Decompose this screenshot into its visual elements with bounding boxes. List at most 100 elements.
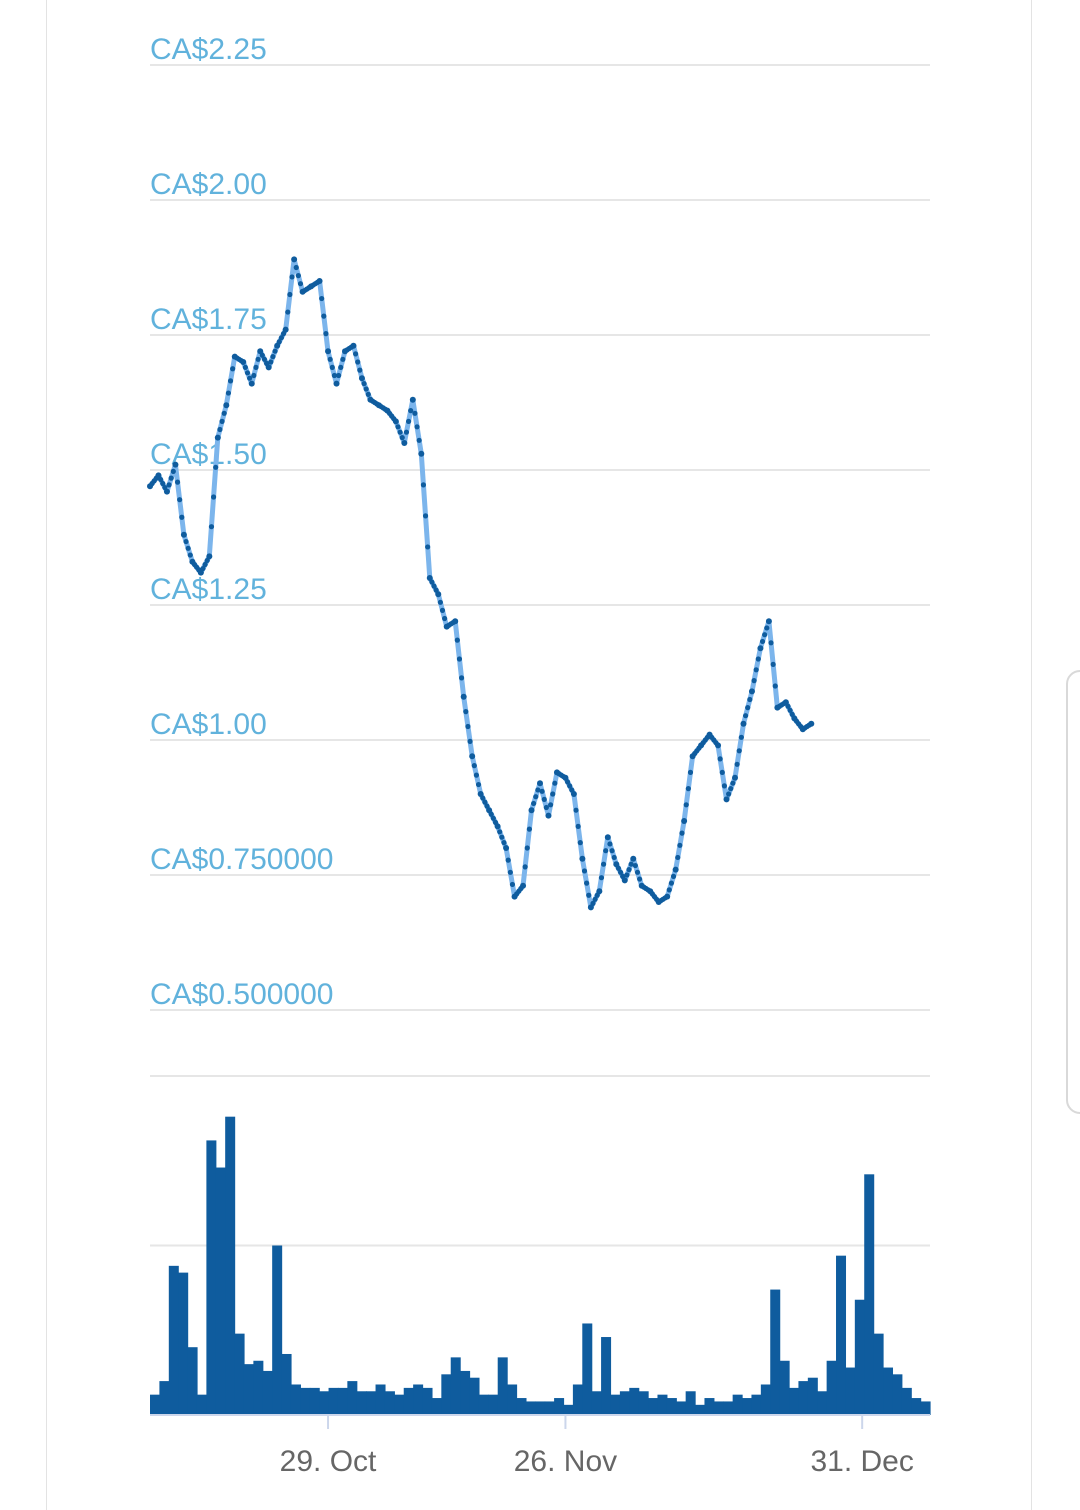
volume-bar: [770, 1289, 781, 1415]
price-marker: [730, 780, 736, 786]
price-marker: [745, 705, 751, 711]
price-marker: [507, 869, 513, 875]
price-point: [460, 693, 467, 700]
price-point: [163, 488, 170, 495]
volume-bar: [413, 1384, 424, 1415]
price-marker: [242, 364, 248, 370]
price-marker: [611, 854, 617, 861]
volume-bar: [469, 1377, 480, 1415]
price-point: [316, 278, 323, 284]
price-marker: [626, 867, 632, 873]
price-marker: [526, 826, 533, 832]
price-marker: [522, 864, 528, 870]
volume-bar: [807, 1377, 818, 1415]
price-point: [613, 861, 620, 868]
chart-card: [46, 0, 1032, 1510]
price-point: [808, 720, 815, 727]
price-marker: [403, 429, 410, 435]
price-marker: [255, 356, 261, 362]
price-marker: [501, 840, 507, 846]
price-marker: [297, 281, 304, 287]
price-marker: [352, 351, 359, 357]
price-marker: [509, 881, 516, 888]
price-marker: [751, 678, 757, 684]
price-marker: [550, 791, 556, 797]
price-marker: [442, 615, 448, 622]
volume-bar: [883, 1367, 894, 1415]
volume-bar: [535, 1401, 546, 1415]
volume-bar: [309, 1387, 320, 1415]
price-marker: [581, 868, 588, 874]
price-marker: [408, 408, 414, 414]
x-axis: 29. Oct 26. Nov 31. Dec: [150, 1414, 930, 1478]
price-marker: [721, 783, 728, 789]
price-marker: [531, 800, 537, 807]
price-point: [503, 845, 510, 851]
volume-bar: [150, 1394, 160, 1415]
price-marker: [480, 795, 486, 801]
price-marker: [679, 830, 685, 836]
price-point: [291, 256, 298, 263]
volume-bar: [460, 1370, 471, 1415]
price-marker: [329, 364, 335, 370]
price-marker: [200, 565, 206, 572]
price-point: [223, 402, 230, 409]
price-marker: [685, 786, 691, 792]
price-marker: [499, 834, 505, 840]
price-marker: [497, 829, 503, 835]
price-marker: [202, 561, 208, 568]
volume-bar: [403, 1387, 414, 1415]
price-marker: [429, 579, 435, 585]
price-point: [604, 834, 611, 841]
y-tick-label: CA$0.500000: [150, 978, 334, 1011]
volume-bar: [920, 1401, 931, 1415]
price-point: [715, 742, 722, 749]
price-marker: [471, 763, 477, 769]
volume-bar: [873, 1333, 884, 1415]
price-marker: [624, 872, 630, 878]
volume-bar: [591, 1391, 602, 1415]
price-point: [469, 753, 476, 760]
price-point: [621, 877, 628, 884]
price-point: [155, 472, 162, 479]
price-point: [562, 774, 569, 781]
price-marker: [431, 583, 437, 589]
price-marker: [321, 313, 327, 319]
price-y-axis-labels: CA$2.25 CA$2.00 CA$1.75 CA$1.50 CA$1.25 CA$1.…: [150, 33, 334, 1011]
price-marker: [637, 876, 643, 882]
price-marker: [683, 802, 689, 808]
price-marker: [598, 875, 605, 881]
price-marker: [272, 348, 278, 354]
price-marker: [552, 780, 558, 786]
price-point: [265, 364, 272, 371]
volume-bar: [572, 1384, 583, 1415]
volume-bar: [253, 1360, 264, 1415]
price-marker: [439, 607, 446, 614]
volume-bar: [713, 1401, 724, 1415]
price-point: [681, 818, 688, 824]
price-marker: [336, 372, 342, 379]
price-marker: [577, 840, 583, 846]
price-point: [765, 618, 772, 625]
volume-bar: [817, 1391, 828, 1415]
volume-bar: [610, 1394, 621, 1415]
price-marker: [160, 480, 166, 487]
volume-bar: [826, 1360, 837, 1415]
y-tick-label: CA$1.25: [150, 573, 267, 606]
x-tick-label: 29. Oct: [280, 1445, 377, 1478]
volume-bar: [337, 1387, 348, 1415]
price-gridlines: [150, 64, 930, 1011]
y-tick-label: CA$0.750000: [150, 843, 334, 876]
volume-bar: [168, 1265, 179, 1415]
price-marker: [687, 769, 694, 776]
volume-bar: [911, 1398, 922, 1415]
price-point: [545, 812, 552, 819]
price-marker: [276, 339, 282, 345]
price-marker: [734, 761, 740, 767]
volume-bar: [394, 1394, 405, 1415]
price-marker: [437, 599, 443, 605]
x-tick-label: 31. Dec: [810, 1445, 913, 1478]
volume-bar: [159, 1381, 170, 1415]
volume-bar: [544, 1401, 555, 1415]
price-point: [477, 791, 484, 797]
